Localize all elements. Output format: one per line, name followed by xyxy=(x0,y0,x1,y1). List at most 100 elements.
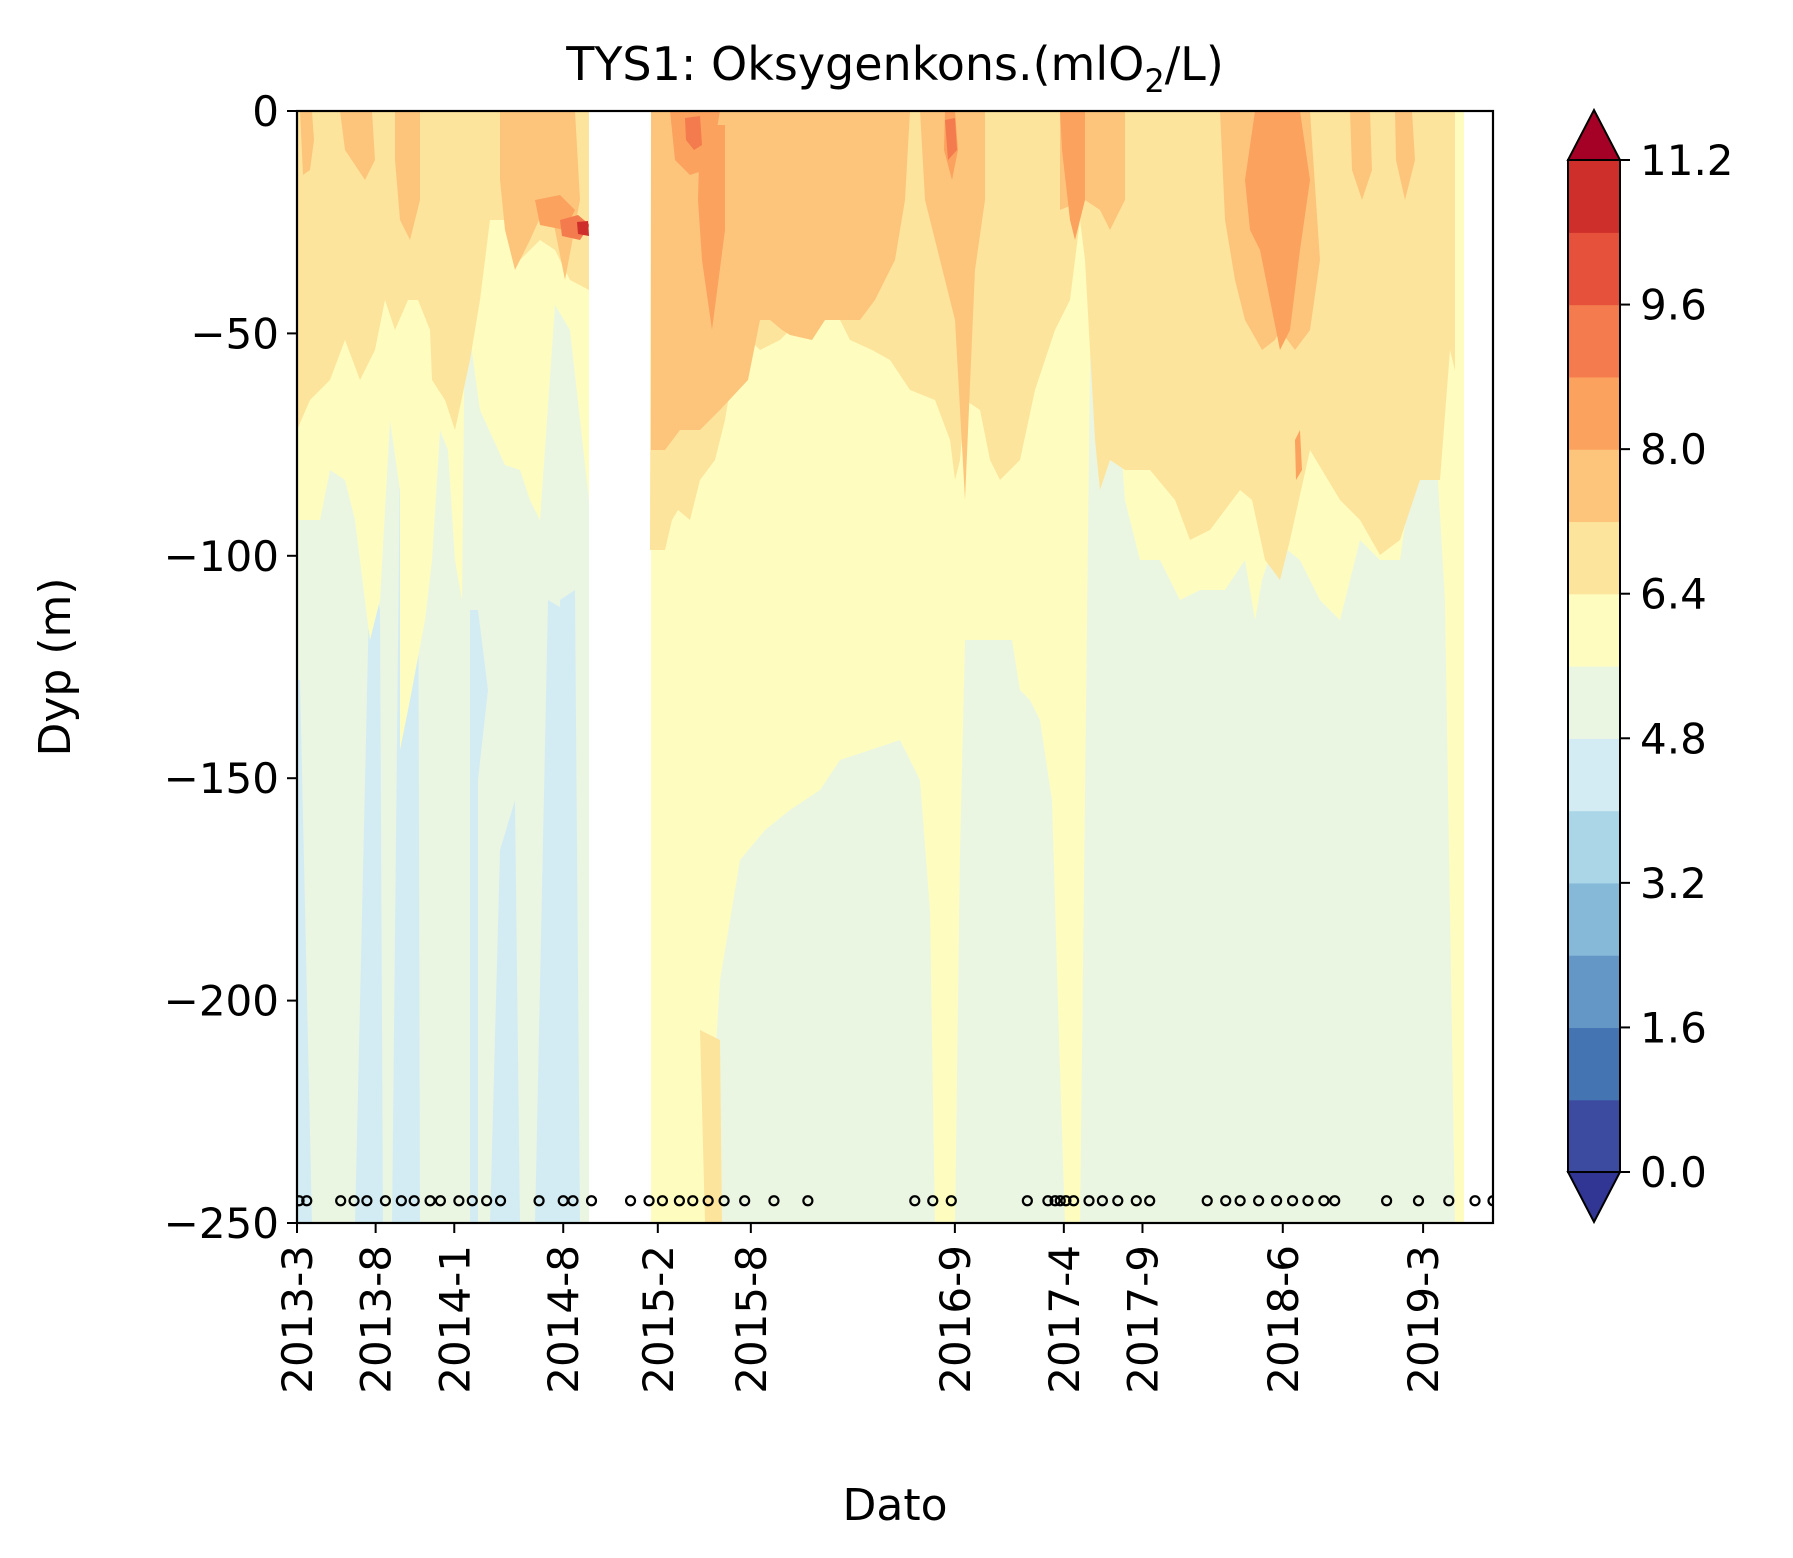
colorbar-tick-label: 6.4 xyxy=(1640,570,1707,619)
colorbar-tick-label: 9.6 xyxy=(1640,281,1707,330)
colorbar-segment xyxy=(1568,593,1620,667)
colorbar-segment xyxy=(1568,304,1620,378)
sample-marker xyxy=(1302,1195,1314,1207)
sample-marker xyxy=(718,1195,730,1207)
sample-marker xyxy=(1112,1195,1124,1207)
contour-fill-yellow-column-right xyxy=(1455,111,1464,1223)
sample-marker xyxy=(395,1195,407,1207)
colorbar-segment xyxy=(1568,666,1620,739)
colorbar-segment xyxy=(1568,810,1620,884)
x-tick-label: 2015-2 xyxy=(634,1245,683,1394)
chart-title: TYS1: Oksygenkons.(mlO2/L) xyxy=(565,37,1224,100)
sample-marker xyxy=(1130,1195,1142,1207)
x-axis: 2013-3 2013-8 2014-1 2014-8 2015-2 2015-8 2016… xyxy=(273,1223,1448,1394)
x-tick-label: 2014-8 xyxy=(539,1245,588,1394)
sample-marker xyxy=(643,1195,655,1207)
sample-marker xyxy=(453,1195,465,1207)
sample-marker xyxy=(1271,1195,1283,1207)
sample-marker xyxy=(1329,1195,1341,1207)
colorbar-segment xyxy=(1568,1027,1620,1101)
sample-marker xyxy=(1201,1195,1213,1207)
colorbar-segment xyxy=(1568,1099,1620,1173)
sample-marker xyxy=(656,1195,669,1207)
sample-marker xyxy=(348,1195,360,1207)
no-data-gap xyxy=(589,111,651,1223)
colorbar-segment xyxy=(1568,449,1620,523)
colorbar-extend-min xyxy=(1566,1171,1622,1225)
x-tick-label: 2016-9 xyxy=(931,1245,980,1394)
y-tick-label: −200 xyxy=(164,977,279,1026)
colorbar-tick-label: 3.2 xyxy=(1640,859,1707,908)
sample-markers xyxy=(297,1195,1493,1207)
colorbar: 0.0 1.6 3.2 4.8 6.4 8.0 9.6 11.2 xyxy=(1566,107,1734,1225)
x-tick-label: 2018-6 xyxy=(1259,1245,1308,1394)
contour-fill-blue-left-strip xyxy=(560,590,580,1223)
plot-area xyxy=(297,111,1493,1223)
sample-marker xyxy=(1042,1195,1054,1207)
colorbar-tick-label: 8.0 xyxy=(1640,425,1707,474)
sample-marker xyxy=(567,1195,579,1207)
sample-marker xyxy=(1412,1195,1425,1207)
contour-fill-white-strip-right xyxy=(1462,111,1493,1223)
sample-marker xyxy=(466,1195,478,1207)
colorbar-segment xyxy=(1568,160,1620,233)
sample-marker xyxy=(494,1195,507,1207)
contour-fill-deepred-left xyxy=(577,221,589,236)
x-tick-label: 2017-4 xyxy=(1040,1245,1089,1394)
sample-marker xyxy=(927,1195,939,1207)
colorbar-tick-label: 0.0 xyxy=(1640,1148,1707,1197)
y-tick-label: −250 xyxy=(164,1199,279,1248)
sample-marker xyxy=(909,1195,921,1207)
colorbar-segment xyxy=(1568,738,1620,812)
sample-marker xyxy=(945,1195,957,1207)
sample-marker xyxy=(1068,1195,1080,1207)
y-tick-label: −50 xyxy=(190,309,279,358)
sample-marker xyxy=(1049,1195,1061,1207)
sample-marker xyxy=(1021,1195,1033,1207)
sample-marker xyxy=(1487,1195,1493,1207)
sample-marker xyxy=(1318,1195,1330,1207)
sample-marker xyxy=(768,1195,780,1207)
sample-marker xyxy=(1469,1195,1481,1207)
x-tick-label: 2015-8 xyxy=(727,1245,776,1394)
x-axis-label: Dato xyxy=(842,1480,947,1531)
y-axis-label: Dyp (m) xyxy=(30,577,81,756)
sample-marker xyxy=(1144,1195,1156,1207)
sample-marker xyxy=(1253,1195,1265,1207)
colorbar-extend-max xyxy=(1566,107,1622,161)
colorbar-segment xyxy=(1568,955,1620,1029)
sample-marker xyxy=(624,1195,637,1207)
sample-marker xyxy=(434,1195,446,1207)
sample-marker xyxy=(687,1195,699,1207)
sample-marker xyxy=(702,1195,714,1207)
colorbar-frame xyxy=(1567,159,1621,1173)
plot-frame xyxy=(295,109,1495,1225)
sample-marker xyxy=(1234,1195,1246,1207)
sample-marker xyxy=(1083,1195,1095,1207)
sample-marker xyxy=(739,1195,751,1207)
sample-marker xyxy=(1060,1195,1072,1207)
colorbar-segment xyxy=(1568,376,1620,450)
colorbar-tick-label: 11.2 xyxy=(1640,136,1734,185)
sample-marker xyxy=(408,1195,420,1207)
sample-marker xyxy=(424,1195,436,1207)
y-axis: 0 −50 −100 −150 −200 −250 xyxy=(164,87,297,1248)
sample-marker xyxy=(1286,1195,1299,1207)
x-tick-label: 2013-3 xyxy=(273,1245,322,1394)
sample-marker xyxy=(673,1195,685,1207)
sample-marker xyxy=(301,1195,313,1207)
colorbar-segment xyxy=(1568,882,1620,956)
y-tick-label: −100 xyxy=(164,532,279,581)
contour-fill-orange-right xyxy=(651,111,1415,500)
contour-fill-peach-lower-strip xyxy=(700,1030,722,1223)
colorbar-segment xyxy=(1568,521,1620,595)
sample-marker xyxy=(297,1195,305,1207)
sample-marker xyxy=(1096,1195,1108,1207)
sample-marker xyxy=(585,1195,598,1207)
sample-marker xyxy=(1381,1195,1393,1207)
sample-marker xyxy=(361,1195,373,1207)
sample-marker xyxy=(533,1195,545,1207)
colorbar-tick-label: 1.6 xyxy=(1640,1003,1707,1052)
y-tick-label: −150 xyxy=(164,754,279,803)
